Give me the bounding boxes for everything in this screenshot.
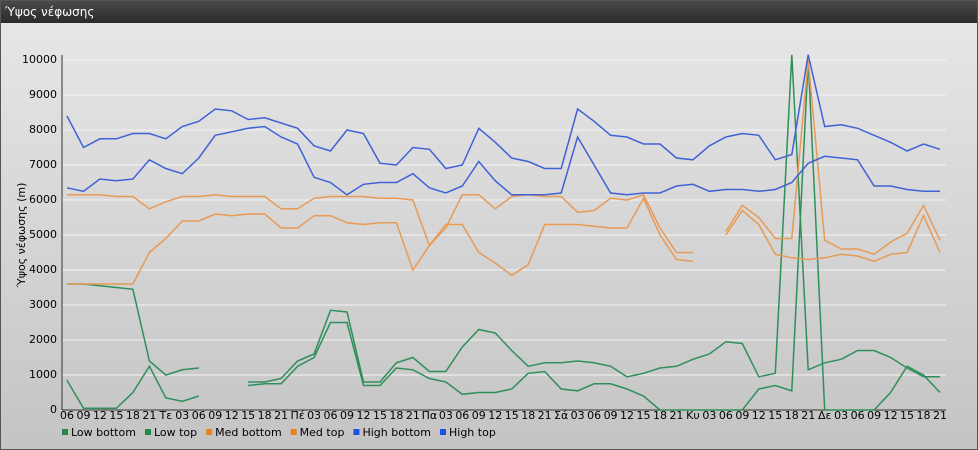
y-tick-label: 4000	[29, 263, 57, 276]
x-tick-label: Σά	[554, 409, 568, 422]
x-tick-label: 09	[735, 409, 749, 422]
x-tick-label: Κυ	[686, 409, 700, 422]
series-line	[66, 54, 941, 170]
x-tick-label: 18	[917, 409, 931, 422]
x-tick-label: 15	[505, 409, 519, 422]
legend-swatch	[290, 429, 297, 435]
x-tick-label: 12	[93, 409, 107, 422]
y-tick-label: 8000	[29, 123, 57, 136]
legend-label: Med top	[300, 426, 345, 439]
legend-swatch	[144, 429, 151, 435]
x-tick-label: 15	[637, 409, 651, 422]
x-tick-label: 09	[472, 409, 486, 422]
x-tick-label: 12	[884, 409, 898, 422]
x-tick-label: 09	[604, 409, 618, 422]
x-tick-label: 06	[324, 409, 338, 422]
x-tick-label: 03	[571, 409, 585, 422]
legend-label: Med bottom	[215, 426, 282, 439]
y-tick-label: 6000	[29, 193, 57, 206]
x-tick-label: 15	[768, 409, 782, 422]
x-tick-label: 21	[538, 409, 552, 422]
y-tick-label: 5000	[29, 228, 57, 241]
x-tick-label: 12	[488, 409, 502, 422]
legend-label: High bottom	[362, 426, 431, 439]
x-tick-label: 03	[307, 409, 321, 422]
title-bar: Ύψος νέφωσης	[1, 1, 977, 23]
x-tick-label: 21	[933, 409, 947, 422]
x-tick-label: 09	[208, 409, 222, 422]
x-tick-label: 18	[521, 409, 535, 422]
legend-label: High top	[449, 426, 496, 439]
y-axis-label: Ύψος νέφωσης (m)	[15, 183, 28, 289]
x-tick-label: 18	[258, 409, 272, 422]
x-tick-label: Τε	[158, 409, 172, 422]
legend-label: Low bottom	[71, 426, 136, 439]
x-tick-label: Πέ	[290, 409, 304, 422]
series-line	[66, 59, 941, 411]
x-tick-label: 15	[900, 409, 914, 422]
y-tick-label: 10000	[22, 53, 57, 66]
x-tick-label: 12	[620, 409, 634, 422]
x-tick-label: 06	[60, 409, 74, 422]
series-line	[67, 196, 941, 285]
legend-swatch	[62, 429, 68, 435]
x-tick-label: 18	[126, 409, 140, 422]
y-tick-label: 2000	[29, 333, 57, 346]
x-tick-label: 12	[225, 409, 239, 422]
x-tick-label: 21	[406, 409, 420, 422]
series-line	[67, 54, 940, 383]
x-tick-label: 15	[109, 409, 123, 422]
x-tick-label: 03	[834, 409, 848, 422]
x-tick-label: Πα	[422, 409, 438, 422]
y-tick-label: 9000	[29, 88, 57, 101]
legend-label: Low top	[154, 426, 197, 439]
legend-swatch	[440, 429, 446, 435]
x-tick-label: 09	[340, 409, 354, 422]
x-tick-label: 12	[356, 409, 370, 422]
x-tick-label: 06	[587, 409, 601, 422]
y-tick-label: 3000	[29, 298, 57, 311]
x-tick-label: 18	[653, 409, 667, 422]
y-tick-label: 7000	[29, 158, 57, 171]
x-tick-label: 18	[389, 409, 403, 422]
x-tick-label: Δε	[818, 409, 832, 422]
x-tick-label: 03	[702, 409, 716, 422]
x-tick-label: 09	[867, 409, 881, 422]
x-tick-label: 09	[76, 409, 90, 422]
series-line	[66, 125, 940, 196]
x-tick-label: 03	[175, 409, 189, 422]
x-tick-label: 06	[851, 409, 865, 422]
x-tick-label: 12	[752, 409, 766, 422]
x-tick-label: 18	[785, 409, 799, 422]
x-tick-label: 06	[719, 409, 733, 422]
legend-swatch	[353, 429, 360, 435]
x-tick-label: 15	[373, 409, 387, 422]
x-tick-label: 21	[274, 409, 288, 422]
x-tick-label: 21	[669, 409, 683, 422]
x-tick-label: 03	[439, 409, 453, 422]
x-tick-label: 21	[801, 409, 815, 422]
x-tick-label: 21	[142, 409, 156, 422]
x-tick-label: 15	[241, 409, 255, 422]
y-tick-label: 1000	[29, 368, 57, 381]
series-line	[67, 59, 941, 256]
x-tick-label: 06	[455, 409, 469, 422]
legend-swatch	[206, 429, 213, 435]
x-tick-label: 06	[192, 409, 206, 422]
y-tick-label: 0	[50, 403, 57, 416]
